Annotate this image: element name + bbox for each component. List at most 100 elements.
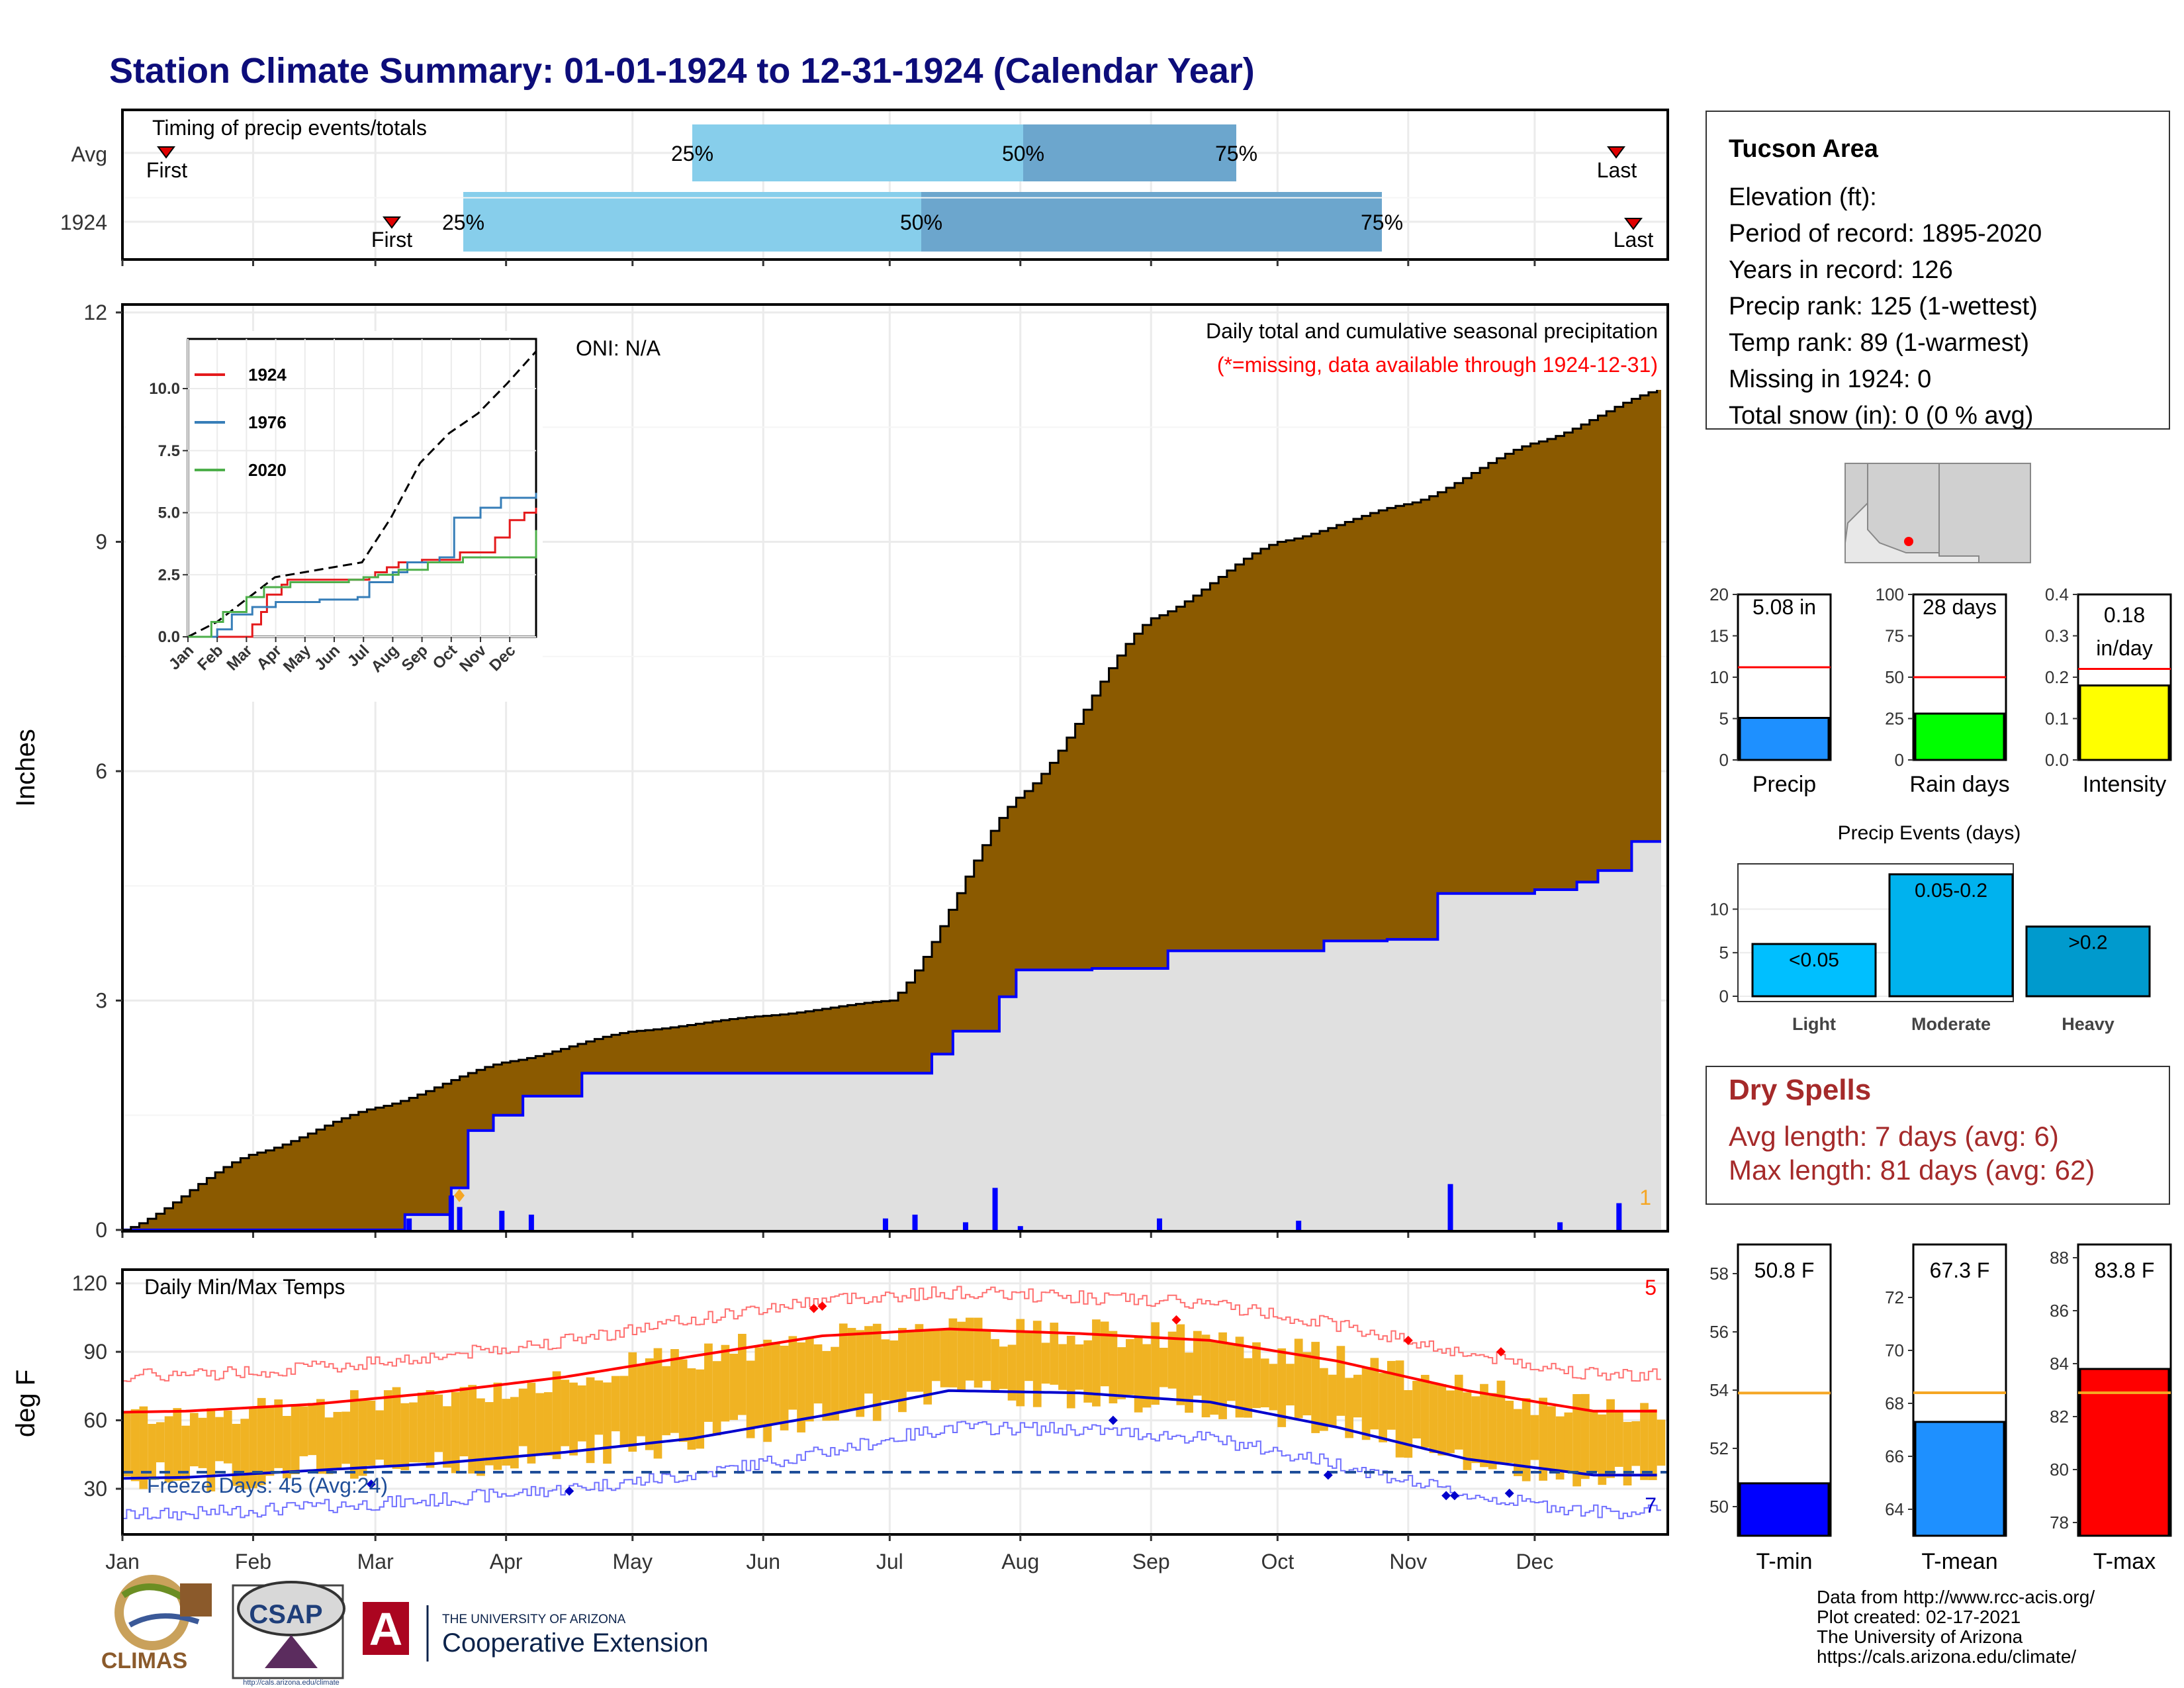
temp-range-bar <box>915 1324 924 1392</box>
temp-range-bar <box>1142 1344 1152 1408</box>
temp-range-bar <box>898 1328 907 1413</box>
temp-range-bar <box>173 1408 182 1481</box>
temp-range-bar <box>999 1346 1008 1389</box>
temp-range-bar <box>1379 1373 1387 1442</box>
tbar-tick-label: 80 <box>2050 1460 2069 1479</box>
temp-range-bar <box>1117 1347 1126 1399</box>
temp-range-bar <box>1269 1364 1278 1411</box>
temp-range-bar <box>341 1411 350 1464</box>
tbar-tick-label: 52 <box>1709 1438 1729 1458</box>
temp-y-tick-label: 30 <box>83 1477 107 1501</box>
temp-range-bar <box>130 1409 140 1481</box>
temp-x-tick-label: Oct <box>1261 1550 1294 1573</box>
temp-range-bar <box>923 1329 933 1405</box>
temp-range-bar <box>822 1350 831 1421</box>
mini-chart-tick-label: 0.3 <box>2045 626 2069 646</box>
temp-range-bar <box>1260 1358 1269 1407</box>
temp-range-bar <box>1134 1336 1143 1413</box>
temp-range-bar <box>148 1424 156 1480</box>
record-high-count: 5 <box>1645 1276 1657 1299</box>
events-bar <box>1751 943 1877 998</box>
events-title: Precip Events (days) <box>1838 822 2021 844</box>
temp-range-bar <box>628 1352 637 1452</box>
tbar-tick-label: 78 <box>2050 1513 2069 1532</box>
temp-range-bar <box>1572 1394 1581 1487</box>
temp-range-bar <box>383 1390 392 1467</box>
record-low-marker <box>1449 1491 1459 1501</box>
station-info-line: Years in record: 126 <box>1729 256 1953 284</box>
temp-x-tick-label: Jun <box>746 1550 780 1573</box>
dry-spells-title: Dry Spells <box>1729 1074 1871 1106</box>
temp-range-bar <box>1361 1367 1371 1440</box>
events-y-tick-label: 10 <box>1709 899 1729 919</box>
events-bar-label: 0.05-0.2 <box>1915 880 1987 902</box>
climas-logo-text: CLIMAS <box>101 1648 187 1673</box>
temp-range-bar <box>1092 1319 1101 1407</box>
temp-x-tick-label: Feb <box>235 1550 271 1573</box>
temp-range-bar <box>400 1403 410 1471</box>
inset-series-1976 <box>188 492 537 638</box>
temp-range-bar <box>594 1380 604 1435</box>
temp-range-bar <box>1201 1335 1210 1418</box>
tbar-tick-label: 56 <box>1709 1322 1729 1342</box>
footer-line: The University of Arizona <box>1817 1626 2023 1647</box>
temp-range-bar <box>1404 1390 1413 1458</box>
tbar-label: T-min <box>1756 1549 1813 1574</box>
daily-precip-bar <box>528 1214 534 1230</box>
inset-average-line <box>187 350 537 638</box>
temp-y-tick-label: 120 <box>72 1272 107 1295</box>
mini-chart-tick-label: 0.4 <box>2045 585 2069 604</box>
daily-precip-bar <box>882 1218 888 1230</box>
average-precip-area <box>122 841 1661 1230</box>
temp-range-bar <box>611 1376 620 1432</box>
temp-range-bar <box>746 1360 755 1438</box>
temp-range-bar <box>1412 1381 1421 1438</box>
temp-range-bar <box>1294 1338 1303 1419</box>
temp-range-bar <box>881 1339 890 1401</box>
temp-range-bar <box>704 1343 713 1422</box>
temp-y-axis-title: deg F <box>11 1370 40 1437</box>
mini-chart-tick-label: 0.2 <box>2045 667 2069 687</box>
tbar-tick-label: 68 <box>1885 1393 1904 1413</box>
temp-range-bar <box>637 1365 645 1436</box>
precip-y-tick-label: 6 <box>95 759 107 783</box>
tbar-value-label: 50.8 F <box>1754 1258 1815 1282</box>
temp-range-bar <box>291 1404 300 1474</box>
temp-range-bar <box>1235 1336 1244 1418</box>
avg-q50-q75-bar <box>1023 124 1236 181</box>
tbar-tick-label: 86 <box>2050 1301 2069 1321</box>
temp-range-bar <box>1126 1338 1134 1395</box>
tbar-tick-label: 82 <box>2050 1407 2069 1427</box>
temp-range-bar <box>754 1347 764 1427</box>
inset-y-tick-label: 10.0 <box>149 380 180 398</box>
record-high-marker <box>1403 1335 1413 1345</box>
avg-first-marker <box>157 146 175 159</box>
avg-low-line <box>122 1389 1657 1480</box>
temp-range-bar <box>619 1376 629 1448</box>
avg-first-label: First <box>146 158 187 182</box>
page-title: Station Climate Summary: 01-01-1924 to 1… <box>109 51 1255 91</box>
station-info-box: Tucson Area Elevation (ft): Period of rec… <box>1706 111 2170 430</box>
temp-range-bar <box>518 1388 527 1446</box>
temp-range-bar <box>1547 1406 1556 1471</box>
oni-label: ONI: N/A <box>576 336 661 360</box>
events-bar <box>2025 925 2151 998</box>
daily-precip-bar <box>1616 1203 1622 1230</box>
temp-range-bar <box>738 1333 747 1415</box>
year-p75-label: 75% <box>1361 211 1403 234</box>
legend-label: 1924 <box>248 365 287 385</box>
avg-p75-label: 75% <box>1215 142 1257 165</box>
tbar-value-bar <box>1914 1421 2005 1537</box>
record-low-marker <box>1108 1415 1118 1425</box>
daily-precip-bar <box>457 1207 463 1230</box>
ua-logo-letter: A <box>369 1603 403 1655</box>
temp-range-bar <box>991 1338 999 1391</box>
year-first-marker <box>383 216 401 229</box>
temp-range-bar <box>1159 1348 1168 1387</box>
temp-range-bar <box>409 1402 418 1463</box>
temp-range-bar <box>493 1382 502 1470</box>
record-low-marker <box>1441 1491 1451 1501</box>
record-low-marker <box>1504 1488 1514 1498</box>
daily-precip-bar <box>499 1211 505 1230</box>
temp-range-bar <box>948 1318 958 1387</box>
